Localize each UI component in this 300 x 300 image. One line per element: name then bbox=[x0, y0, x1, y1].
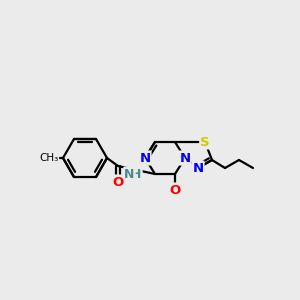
Text: N: N bbox=[124, 167, 135, 181]
Text: H: H bbox=[131, 167, 142, 181]
Text: S: S bbox=[200, 136, 210, 148]
Text: CH₃: CH₃ bbox=[39, 153, 58, 163]
Text: N: N bbox=[192, 161, 204, 175]
Text: O: O bbox=[112, 176, 124, 188]
Text: N: N bbox=[179, 152, 191, 164]
Text: N: N bbox=[140, 152, 151, 164]
Text: O: O bbox=[169, 184, 181, 196]
